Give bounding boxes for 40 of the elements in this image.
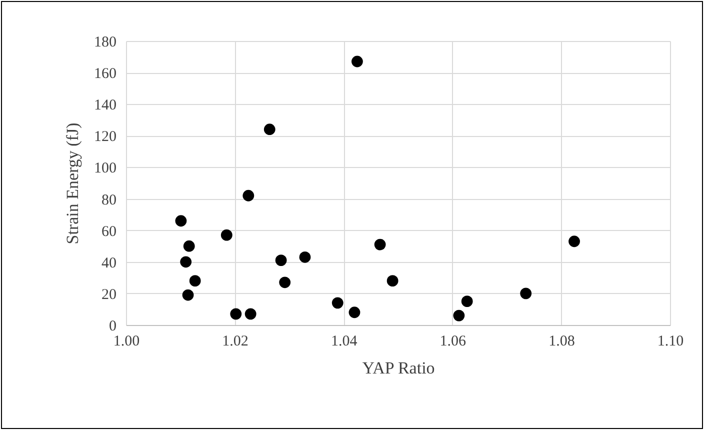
- point: [348, 306, 360, 318]
- y-axis-title: Strain Energy (fJ): [63, 122, 82, 244]
- point: [332, 297, 344, 309]
- point: [264, 124, 276, 136]
- point: [453, 310, 465, 322]
- point: [230, 308, 242, 320]
- point: [352, 56, 363, 68]
- point: [374, 238, 386, 250]
- x-tick-label: 1.08: [548, 334, 575, 350]
- point: [275, 254, 287, 266]
- x-tick-label: 1.04: [330, 334, 358, 350]
- point: [220, 229, 232, 241]
- y-tick-label: 60: [102, 224, 116, 240]
- point: [520, 288, 532, 300]
- point: [183, 240, 195, 252]
- x-tick-label: 1.00: [113, 334, 140, 350]
- point: [175, 215, 187, 227]
- y-tick-label: 120: [94, 129, 116, 146]
- y-tick-label: 0: [109, 318, 116, 334]
- x-tick-label: 1.10: [657, 334, 684, 350]
- y-tick-label: 80: [102, 192, 116, 208]
- point: [386, 275, 398, 287]
- y-tick-label: 180: [94, 34, 116, 50]
- point: [242, 190, 254, 202]
- y-tick-label: 100: [94, 160, 116, 177]
- y-tick-label: 160: [94, 66, 116, 82]
- x-axis-title: YAP Ratio: [362, 358, 435, 378]
- point: [189, 275, 201, 287]
- point: [279, 276, 291, 288]
- point: [299, 251, 311, 263]
- y-tick-label: 20: [102, 286, 116, 303]
- y-tick-label: 140: [94, 98, 116, 114]
- y-tick-label: 40: [102, 255, 116, 272]
- point: [244, 308, 256, 320]
- x-tick-label: 1.02: [222, 334, 248, 350]
- point: [461, 296, 473, 308]
- point: [182, 289, 194, 301]
- point: [180, 256, 192, 268]
- x-tick-label: 1.06: [440, 334, 467, 350]
- point: [568, 236, 580, 248]
